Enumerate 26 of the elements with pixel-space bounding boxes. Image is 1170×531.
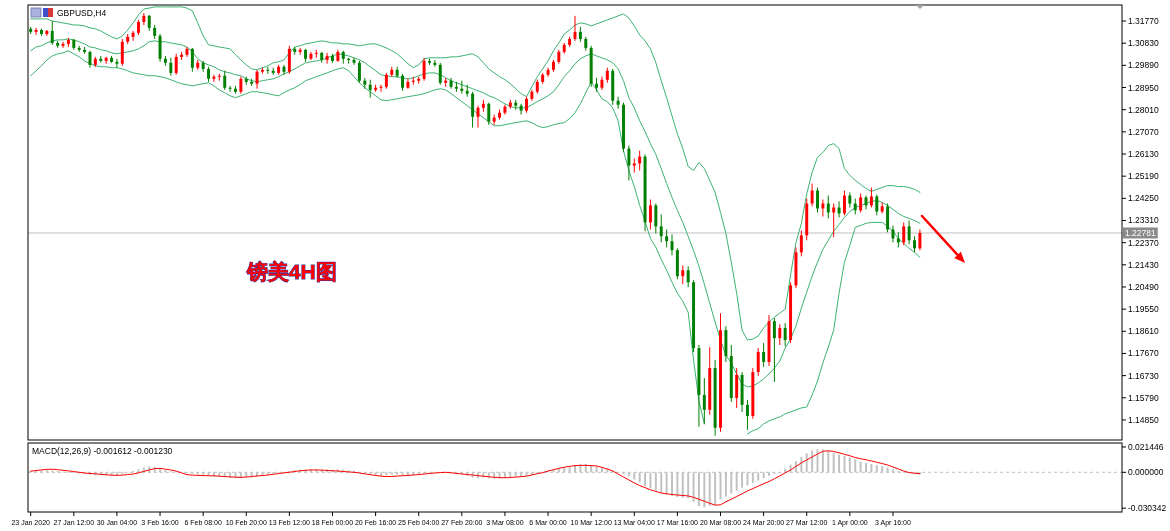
y-tick-label: 1.26130 <box>1128 149 1159 160</box>
y-tick-label: 1.15790 <box>1128 392 1159 403</box>
y-tick-label: 1.28010 <box>1128 104 1159 115</box>
y-tick-label: 1.24250 <box>1128 193 1159 204</box>
y-tick-label: 1.28950 <box>1128 82 1159 93</box>
y-tick-label: 1.21430 <box>1128 259 1159 270</box>
y-tick-label: 1.30830 <box>1128 38 1159 49</box>
y-tick-label: 0.021446 <box>1128 441 1164 452</box>
y-tick-label: 1.19550 <box>1128 304 1159 315</box>
y-tick-label: 1.22370 <box>1128 237 1159 248</box>
y-tick-label: 1.14850 <box>1128 414 1159 425</box>
y-tick-label: 1.25190 <box>1128 171 1159 182</box>
y-tick-label: 1.18610 <box>1128 326 1159 337</box>
y-tick-label: 1.23310 <box>1128 215 1159 226</box>
y-tick-label: 1.16730 <box>1128 370 1159 381</box>
annotation: 镑美4H图 <box>245 260 337 284</box>
y-tick-label: 1.31770 <box>1128 16 1159 27</box>
y-tick-label: 1.17670 <box>1128 348 1159 359</box>
y-tick-label: 1.27070 <box>1128 126 1159 137</box>
ref-line-label: 1.22781 <box>1125 228 1156 239</box>
chart-title: GBPUSD,H4 <box>57 8 107 18</box>
y-tick-label: 1.29890 <box>1128 60 1159 71</box>
y-tick-label: -0.030342 <box>1128 503 1167 514</box>
y-tick-label: 1.20490 <box>1128 281 1159 292</box>
y-tick-label: 0.000000 <box>1128 467 1164 478</box>
chart-title: MACD(12,26,9) -0.001612 -0.001230 <box>32 446 173 456</box>
